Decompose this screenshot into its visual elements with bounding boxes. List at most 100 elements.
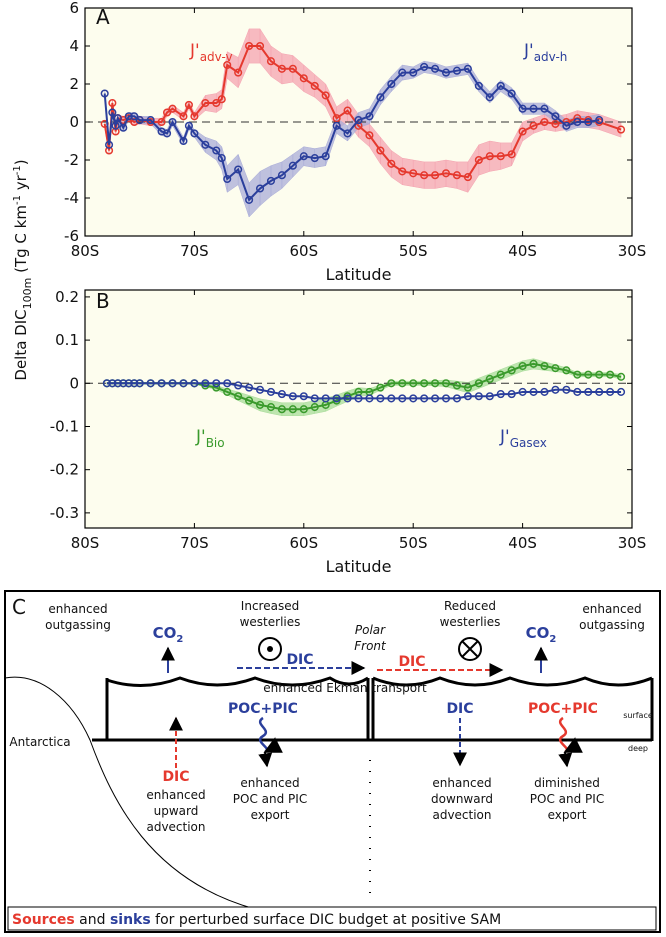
data-point <box>529 104 538 113</box>
diagram-text: upward <box>154 804 199 818</box>
diagram-text: DIC <box>286 652 313 668</box>
data-point <box>496 81 505 90</box>
data-point <box>485 374 494 384</box>
co2-sub: 2 <box>176 634 183 645</box>
data-point <box>212 379 221 388</box>
data-point <box>190 129 199 138</box>
data-point <box>606 370 615 379</box>
data-point <box>540 104 549 113</box>
data-point <box>223 60 232 70</box>
data-point <box>119 379 128 388</box>
data-point <box>584 370 593 379</box>
caption-part: Sources <box>12 912 75 928</box>
data-point <box>332 114 341 123</box>
x-tick-label: 30S <box>618 534 647 552</box>
data-point <box>299 405 308 414</box>
y-tick-label: 2 <box>69 75 79 93</box>
data-point <box>288 405 297 414</box>
data-point <box>529 359 538 368</box>
data-point <box>452 394 462 403</box>
data-point <box>266 387 276 396</box>
data-point <box>365 112 374 121</box>
data-point <box>277 390 286 399</box>
data-point <box>168 379 177 388</box>
data-point <box>409 68 418 77</box>
data-point <box>463 64 472 73</box>
data-point <box>474 379 483 388</box>
diagram-text: enhanced <box>146 788 205 802</box>
data-point <box>234 68 243 77</box>
series-name: J' <box>523 41 534 61</box>
data-point <box>452 171 462 180</box>
data-point <box>540 361 549 371</box>
data-point <box>255 41 265 51</box>
data-point <box>343 394 352 403</box>
label-part: Delta DIC <box>12 309 30 380</box>
data-point <box>540 117 549 127</box>
data-point <box>518 361 527 371</box>
data-point <box>179 379 188 388</box>
diagram-text: outgassing <box>579 618 645 632</box>
data-point <box>507 89 516 98</box>
x-tick-label: 70S <box>180 534 209 552</box>
data-point <box>617 125 626 134</box>
label-part: yr <box>12 174 30 195</box>
caption: Sources and sinks for perturbed surface … <box>12 912 501 928</box>
diagram: C enhanced outgassing CO2 Increased west… <box>4 590 661 933</box>
data-point <box>255 400 265 409</box>
series-name-sub: Bio <box>206 436 225 450</box>
data-point <box>496 370 505 379</box>
data-point <box>376 93 385 102</box>
co2-label: CO2 <box>526 624 557 645</box>
data-point <box>245 195 254 204</box>
data-point <box>135 379 144 388</box>
label-part: ) <box>12 159 30 165</box>
data-point <box>135 116 144 125</box>
y-tick-label: -0.3 <box>50 504 79 522</box>
diagram-text: DIC <box>162 769 189 785</box>
data-point <box>310 394 319 403</box>
sea-surface <box>106 676 653 688</box>
data-point <box>365 394 374 403</box>
data-point <box>321 152 330 161</box>
data-point <box>584 387 593 396</box>
diagram-text: export <box>251 808 290 822</box>
diagram-text: Polar <box>355 623 386 637</box>
data-point <box>441 68 451 77</box>
series-label: J'Bio <box>195 427 225 450</box>
data-point <box>223 387 232 396</box>
diagram-text: export <box>548 808 587 822</box>
x-tick-label: 40S <box>508 242 537 260</box>
caption-box <box>7 906 657 931</box>
data-point <box>168 117 177 127</box>
data-point <box>387 159 396 168</box>
data-point <box>157 379 166 388</box>
data-point <box>299 152 308 161</box>
data-point <box>321 394 330 403</box>
data-point <box>573 117 582 127</box>
data-point <box>431 379 440 388</box>
data-point <box>518 387 527 396</box>
y-tick-label: 4 <box>69 37 79 55</box>
data-point <box>343 129 352 138</box>
data-point <box>463 383 472 392</box>
diagram-text: DIC <box>446 701 473 717</box>
data-point <box>485 392 494 401</box>
data-point <box>431 171 440 180</box>
data-point <box>398 379 407 388</box>
data-point <box>485 152 494 161</box>
data-point <box>584 117 593 127</box>
co2-main: CO <box>153 624 177 642</box>
diagram-text: Reduced <box>444 599 496 613</box>
data-point <box>255 184 265 193</box>
data-point <box>124 112 133 121</box>
y-tick-label: 0.1 <box>55 331 79 349</box>
caption-part: sinks <box>110 912 151 928</box>
diagram-text: deep <box>628 744 648 753</box>
label-sup: -1 <box>12 195 23 205</box>
data-point <box>441 394 451 403</box>
data-point <box>376 383 385 392</box>
wind-in-symbol <box>461 640 479 658</box>
